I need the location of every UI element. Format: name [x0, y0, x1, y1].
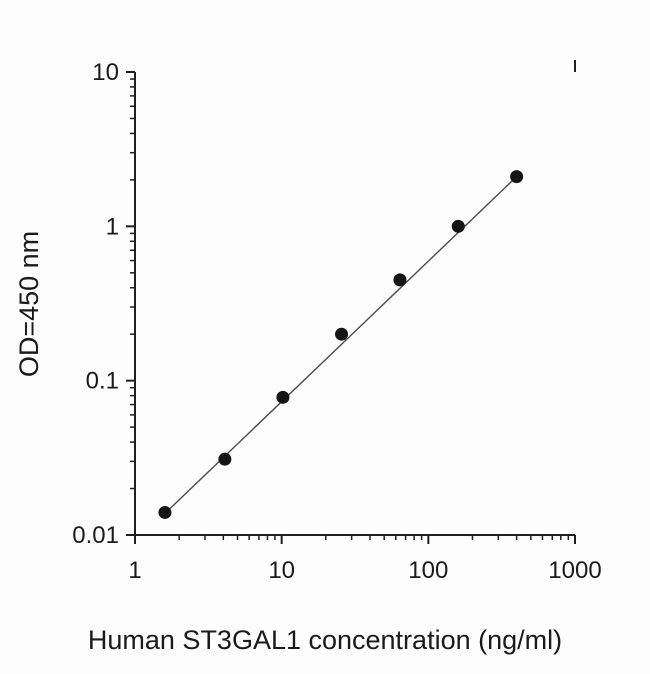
y-axis-label: OD=450 nm — [14, 231, 44, 377]
x-tick-label: 100 — [408, 557, 448, 584]
y-tick-label: 1 — [106, 213, 119, 240]
data-point — [218, 452, 232, 466]
y-tick-label: 10 — [92, 59, 119, 86]
y-tick-label: 0.1 — [86, 368, 119, 395]
data-point — [158, 505, 172, 519]
y-tick-label: 0.01 — [72, 522, 119, 549]
x-axis-label: Human ST3GAL1 concentration (ng/ml) — [88, 625, 562, 655]
data-point — [393, 273, 407, 287]
data-point — [276, 390, 290, 404]
x-tick-label: 10 — [268, 557, 295, 584]
x-tick-label: 1000 — [548, 557, 601, 584]
data-point — [451, 219, 465, 233]
data-point — [510, 170, 524, 184]
plot-area: 1 10 100 1000 0.01 0.1 1 10 — [72, 59, 601, 584]
x-tick-label: 1 — [128, 557, 141, 584]
data-point — [335, 327, 349, 341]
